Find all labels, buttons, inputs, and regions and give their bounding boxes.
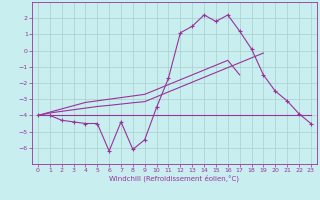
X-axis label: Windchill (Refroidissement éolien,°C): Windchill (Refroidissement éolien,°C) [109, 175, 239, 182]
